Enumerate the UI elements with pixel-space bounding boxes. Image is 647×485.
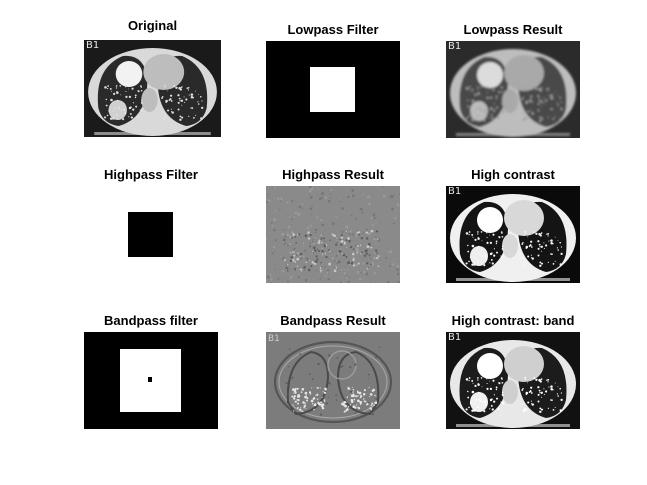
bandpass-result-image: B1 (266, 332, 400, 429)
highpass-filter-image (84, 186, 218, 283)
original-image: B1 (84, 40, 221, 137)
high-contrast-band-image: B1 (446, 332, 580, 429)
corner-label: B1 (448, 186, 462, 197)
corner-label: B1 (448, 332, 462, 343)
panel-title: Bandpass filter (104, 313, 198, 328)
panel-title: Original (127, 18, 178, 33)
panel-title: Lowpass Filter (287, 22, 379, 37)
panel-title: Highpass Result (282, 167, 384, 182)
panel-title: Lowpass Result (463, 22, 563, 37)
lowpass-filter-image (266, 41, 400, 138)
panel-title: Highpass Filter (104, 167, 198, 182)
corner-label: B1 (448, 41, 462, 52)
panel-title: High contrast (471, 167, 555, 182)
panel-title: High contrast: band (451, 313, 575, 328)
panel-title: Bandpass Result (280, 313, 386, 328)
corner-label: B1 (86, 40, 100, 51)
high-contrast-image: B1 (446, 186, 580, 283)
svg-text:B1: B1 (268, 334, 280, 344)
highpass-result-image (266, 186, 400, 283)
lowpass-result-image: B1 (446, 41, 580, 138)
bandpass-filter-image (84, 332, 218, 429)
